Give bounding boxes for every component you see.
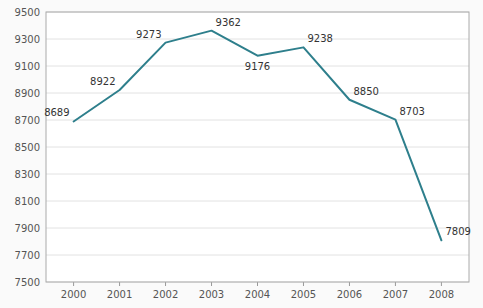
x-tick: [303, 282, 304, 286]
y-tick-label: 8100: [15, 196, 40, 207]
y-tick-label: 8500: [15, 142, 40, 153]
grid-line: [46, 228, 469, 229]
y-tick-label: 9500: [15, 7, 40, 18]
y-tick-label: 8700: [15, 115, 40, 126]
data-label: 9238: [307, 33, 332, 44]
grid-line: [46, 255, 469, 256]
grid-line: [46, 120, 469, 121]
x-tick-label: 2001: [107, 289, 132, 300]
x-tick-label: 2004: [245, 289, 270, 300]
grid-line: [46, 39, 469, 40]
data-label: 8922: [90, 76, 115, 87]
x-tick: [165, 282, 166, 286]
y-tick-label: 8300: [15, 169, 40, 180]
data-label: 8850: [353, 86, 378, 97]
x-tick-label: 2000: [61, 289, 86, 300]
data-label: 9273: [136, 29, 161, 40]
plot-background: [46, 12, 469, 282]
y-tick-label: 7900: [15, 223, 40, 234]
x-tick: [119, 282, 120, 286]
y-tick-label: 9100: [15, 61, 40, 72]
series-group: [74, 31, 442, 241]
x-tick-label: 2008: [429, 289, 454, 300]
y-tick-label: 9300: [15, 34, 40, 45]
grid-line: [46, 201, 469, 202]
y-tick-label: 8900: [15, 88, 40, 99]
x-tick: [441, 282, 442, 286]
x-tick-label: 2006: [337, 289, 362, 300]
data-label: 8689: [44, 107, 69, 118]
y-tick-label: 7500: [15, 277, 40, 288]
x-tick: [349, 282, 350, 286]
chart-svg: 7500 7700 7900 8100 8300 8500 8700 8900 9100 9300…: [0, 0, 483, 308]
data-label: 9176: [245, 61, 270, 72]
x-tick: [257, 282, 258, 286]
grid-line: [46, 174, 469, 175]
y-tick-label: 7700: [15, 250, 40, 261]
data-label: 9362: [216, 17, 241, 28]
data-label: 8703: [399, 106, 424, 117]
x-tick: [211, 282, 212, 286]
plot-frame: [46, 12, 469, 282]
x-tick-label: 2002: [153, 289, 178, 300]
x-tick-label: 2007: [383, 289, 408, 300]
x-tick-label: 2003: [199, 289, 224, 300]
x-tick: [395, 282, 396, 286]
data-label: 7809: [445, 226, 470, 237]
x-tick: [73, 282, 74, 286]
grid-line: [46, 93, 469, 94]
chart-container: 7500 7700 7900 8100 8300 8500 8700 8900 9100 9300…: [0, 0, 483, 308]
series-line: [74, 31, 442, 241]
x-tick-label: 2005: [291, 289, 316, 300]
